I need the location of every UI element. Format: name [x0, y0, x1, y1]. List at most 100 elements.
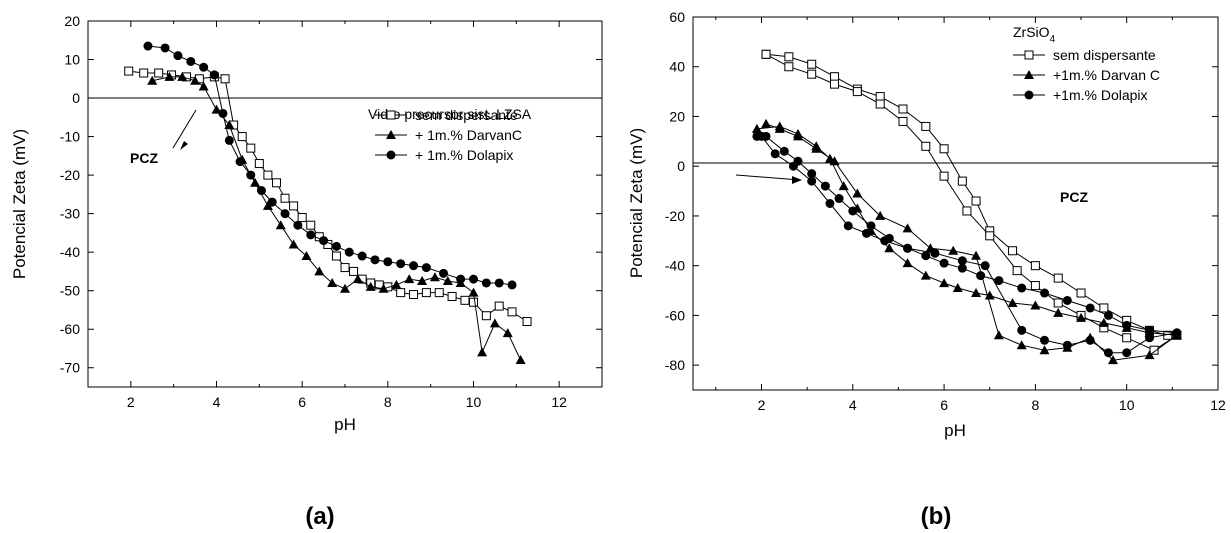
- data-point-b-2: [793, 131, 803, 141]
- data-point-a-2: [429, 272, 440, 282]
- data-point-a-2: [340, 283, 350, 293]
- data-point-b-3: [1122, 348, 1132, 358]
- data-point-a-1: [331, 251, 341, 261]
- data-point-a-3: [439, 268, 449, 278]
- data-point-b-1: [761, 49, 771, 59]
- y-tick-label: -20: [60, 167, 80, 183]
- data-point-b-2: [811, 143, 822, 153]
- x-tick-label: 4: [849, 397, 857, 413]
- legend-label-b-2: +1m.% Darvan C: [1053, 67, 1160, 83]
- data-point-a-1: [507, 307, 517, 317]
- data-point-b-3: [939, 258, 949, 268]
- data-point-b-1: [1012, 266, 1022, 276]
- data-point-b-3: [957, 263, 967, 273]
- data-point-b-1: [1099, 303, 1109, 313]
- legend-label-b-1: sem dispersante: [1053, 47, 1156, 63]
- data-point-b-2: [993, 330, 1004, 340]
- data-point-b-3: [866, 221, 876, 231]
- data-point-a-1: [409, 290, 419, 300]
- data-point-b-1: [807, 59, 817, 69]
- data-point-b-3: [807, 176, 817, 186]
- data-point-b-2: [761, 118, 772, 128]
- data-point-b-3: [1017, 325, 1027, 335]
- data-point-b-3: [1145, 333, 1155, 343]
- y-tick-label: -40: [60, 244, 80, 260]
- y-tick-label: -80: [665, 357, 685, 373]
- x-tick-label: 6: [298, 394, 306, 410]
- y-tick-label: -70: [60, 360, 80, 376]
- data-point-a-2: [190, 75, 201, 85]
- data-point-a-1: [481, 311, 491, 321]
- data-point-b-3: [921, 251, 931, 261]
- data-point-a-1: [340, 263, 350, 273]
- data-point-a-1: [469, 297, 478, 307]
- data-point-a-1: [271, 178, 281, 188]
- data-point-a-1: [306, 220, 316, 230]
- data-point-b-3: [1085, 335, 1095, 345]
- data-point-a-3: [186, 56, 196, 66]
- data-point-b-3: [880, 236, 890, 246]
- data-point-a-3: [224, 135, 234, 145]
- data-point-a-3: [160, 43, 170, 53]
- data-point-b-1: [784, 52, 794, 62]
- data-point-a-2: [365, 281, 376, 291]
- data-point-b-2: [971, 250, 982, 260]
- data-point-b-2: [902, 223, 913, 233]
- panel-label-b: (b): [921, 503, 952, 530]
- data-point-a-3: [293, 220, 303, 230]
- data-point-b-3: [1122, 320, 1132, 330]
- data-point-a-2: [417, 276, 428, 286]
- data-point-a-1: [263, 170, 273, 180]
- plot-frame-a: [87, 20, 603, 388]
- legend-marker-a-3: [386, 150, 396, 160]
- legend-label-b-3: +1m.% Dolapix: [1053, 87, 1148, 103]
- data-point-b-3: [957, 256, 967, 266]
- pcz-label-b: PCZ: [1060, 189, 1088, 205]
- data-point-a-2: [352, 274, 363, 284]
- data-point-b-3: [788, 161, 798, 171]
- data-point-a-2: [147, 75, 158, 85]
- data-point-a-1: [421, 288, 431, 298]
- y-tick-label: 0: [677, 158, 685, 174]
- chart-b: 2 4 6 8 10 12 60 40 20 0 -20 -40 -60 -80 pH Potencia…: [627, 9, 1226, 530]
- y-tick-label: 10: [64, 52, 80, 68]
- legend-b: ZrSiO4 sem dispersante +1m.% Darvan C +1m.%…: [1013, 24, 1160, 103]
- y-tick-label: 20: [64, 13, 80, 29]
- data-point-a-2: [262, 200, 273, 210]
- data-point-b-2: [1076, 312, 1087, 322]
- data-point-b-3: [807, 169, 817, 179]
- data-point-b-2: [852, 188, 863, 198]
- data-point-b-3: [1040, 335, 1050, 345]
- data-point-a-2: [515, 355, 526, 365]
- data-point-b-3: [1085, 303, 1095, 313]
- data-point-b-1: [1030, 261, 1040, 271]
- y-tick-label: -60: [665, 307, 685, 323]
- y-ticks-b: 60 40 20 0 -20 -40 -60 -80: [665, 9, 1218, 373]
- data-point-b-1: [898, 104, 908, 114]
- data-point-b-2: [751, 123, 762, 133]
- data-point-b-1: [875, 99, 885, 109]
- data-point-b-3: [848, 206, 858, 216]
- data-point-a-3: [456, 274, 466, 284]
- y-axis-label-b: Potencial Zeta (mV): [627, 128, 646, 278]
- x-tick-label: 6: [940, 397, 948, 413]
- data-point-b-1: [985, 231, 995, 241]
- legend-marker-a-1: [386, 110, 396, 120]
- data-point-a-3: [235, 157, 245, 167]
- data-point-b-2: [920, 270, 931, 280]
- data-point-a-3: [280, 209, 290, 219]
- data-point-a-2: [288, 239, 299, 249]
- data-point-a-1: [289, 201, 299, 211]
- data-point-a-3: [409, 261, 419, 271]
- data-point-a-1: [447, 291, 457, 301]
- data-point-a-3: [507, 280, 517, 290]
- x-tick-label: 10: [1119, 397, 1135, 413]
- chart-a: 2 4 6 8 10 12 20 10 0 -10 -20 -30 -40 -50 -60 -70 pH P…: [10, 13, 603, 530]
- legend-marker-b-1: [1024, 50, 1034, 60]
- legend-title-subscript: 4: [1050, 34, 1056, 45]
- x-axis-label-a: pH: [334, 415, 356, 434]
- data-point-a-2: [489, 318, 500, 328]
- data-point-b-2: [1108, 355, 1118, 365]
- data-point-a-1: [139, 68, 149, 78]
